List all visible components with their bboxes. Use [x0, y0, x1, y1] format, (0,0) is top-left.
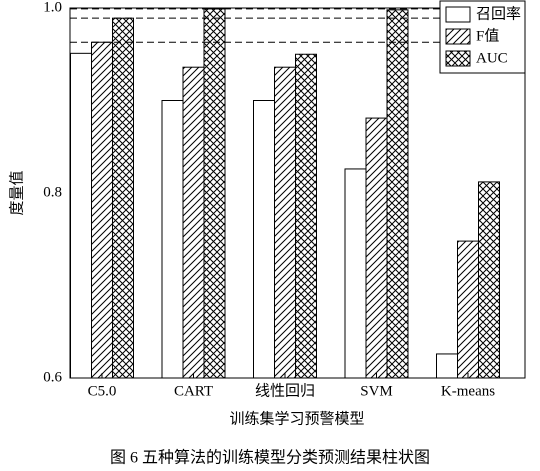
- bar: [203, 8, 226, 379]
- bar: [365, 117, 388, 379]
- legend-label: AUC: [476, 50, 508, 66]
- plot-frame: [69, 7, 526, 379]
- bar: [344, 168, 367, 379]
- legend-swatch: [445, 6, 471, 23]
- bar: [253, 100, 275, 379]
- legend-label: F值: [476, 27, 499, 44]
- bar: [112, 17, 134, 379]
- legend-swatch: [445, 28, 471, 45]
- x-axis-label: 训练集学习预警模型: [229, 410, 364, 427]
- x-tick-label: CART: [174, 383, 213, 399]
- bar: [436, 353, 458, 379]
- bar: [182, 66, 205, 379]
- legend-label: 召回率: [476, 5, 521, 22]
- x-tick-label: C5.0: [88, 383, 117, 399]
- y-tick-label: 1.0: [43, 0, 62, 15]
- bar: [274, 66, 296, 379]
- bar: [457, 240, 479, 379]
- y-tick-label: 0.8: [43, 184, 62, 200]
- bar: [295, 53, 317, 379]
- caption: 图 6 五种算法的训练模型分类预测结果柱状图: [110, 448, 430, 467]
- x-tick-label: K-means: [441, 383, 495, 399]
- y-tick-label: 0.6: [43, 369, 62, 385]
- bar: [161, 100, 184, 379]
- legend-swatch: [445, 50, 471, 67]
- x-tick-label: 线性回归: [255, 382, 315, 399]
- bar: [386, 9, 409, 379]
- y-axis-label: 度量值: [8, 170, 25, 215]
- bar: [478, 181, 500, 379]
- bar: [70, 52, 92, 379]
- bar: [91, 41, 113, 379]
- x-tick-label: SVM: [360, 383, 393, 399]
